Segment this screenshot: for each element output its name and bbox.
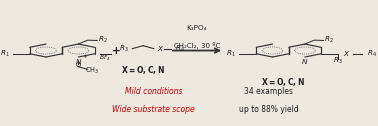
Text: $X$: $X$ <box>157 44 164 53</box>
Text: $\bf{X=O,C,N}$: $\bf{X=O,C,N}$ <box>121 65 165 76</box>
Text: $R_2$: $R_2$ <box>324 35 334 45</box>
Text: $R_1$: $R_1$ <box>226 49 236 59</box>
Text: $R_3$: $R_3$ <box>333 56 343 66</box>
Text: Wide substrate scope: Wide substrate scope <box>113 105 195 114</box>
Text: $X$: $X$ <box>342 49 350 58</box>
Text: CH$_3$: CH$_3$ <box>85 66 99 76</box>
Text: up to 88% yield: up to 88% yield <box>239 105 299 114</box>
Text: $R_3$: $R_3$ <box>119 44 129 54</box>
Text: CH₂Cl₂, 30 ºC: CH₂Cl₂, 30 ºC <box>174 42 220 49</box>
Text: $N$: $N$ <box>75 57 82 66</box>
Text: $N$: $N$ <box>301 57 308 66</box>
Text: 34 examples: 34 examples <box>245 87 293 96</box>
Text: $R_4$: $R_4$ <box>175 44 185 54</box>
Text: $+$: $+$ <box>82 52 88 60</box>
Text: $R_2$: $R_2$ <box>98 35 107 45</box>
Text: Mild conditions: Mild conditions <box>125 87 183 96</box>
Text: +: + <box>112 45 121 56</box>
Text: $\bf{X=O,C,N}$: $\bf{X=O,C,N}$ <box>261 76 305 88</box>
Text: $R_1$: $R_1$ <box>0 49 9 59</box>
Text: $\overline{BF_4}$: $\overline{BF_4}$ <box>99 53 111 63</box>
Text: O: O <box>76 62 81 68</box>
Text: K₃PO₄: K₃PO₄ <box>187 25 207 31</box>
Text: $R_4$: $R_4$ <box>367 49 377 59</box>
